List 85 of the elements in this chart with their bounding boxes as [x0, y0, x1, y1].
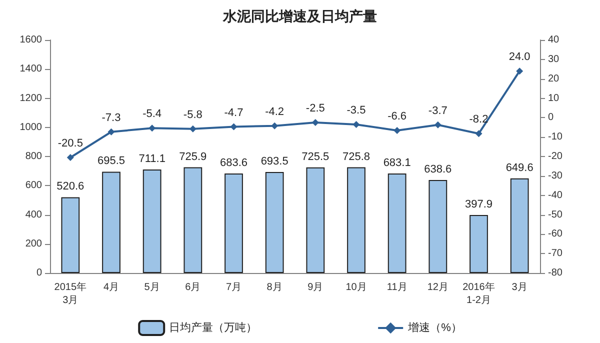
x-tick-label: 2016年 1-2月	[462, 281, 495, 306]
data-label: 725.8	[342, 150, 370, 163]
y2-tick-label: -70	[548, 248, 563, 260]
data-label: 638.6	[424, 164, 452, 176]
x-tick-label: 6月	[185, 282, 201, 293]
bar	[142, 169, 162, 273]
y2-tick-label: 20	[548, 73, 560, 84]
y2-tick-label: 40	[548, 34, 560, 46]
point	[434, 121, 442, 128]
data-label: 695.5	[97, 155, 126, 168]
x-tick-label: 3月	[512, 282, 528, 293]
x-tick-label: 5月	[144, 282, 160, 293]
point	[271, 122, 278, 130]
data-label: 693.5	[260, 156, 288, 168]
bar	[428, 180, 448, 273]
data-label: 683.1	[383, 157, 411, 170]
bar	[306, 167, 325, 273]
y-tick-label: 200	[25, 238, 42, 250]
x-tick-label: 9月	[308, 282, 324, 293]
y-tick-label: 600	[25, 180, 42, 192]
bar	[102, 172, 120, 273]
data-label: -5.4	[142, 108, 162, 120]
y2-tick-label: -80	[548, 268, 563, 278]
point	[352, 120, 360, 128]
x-tick-label: 2015年 3月	[54, 281, 87, 306]
point	[66, 154, 74, 161]
y2-tick-label: -60	[548, 228, 563, 240]
x-tick-label: 11月	[386, 282, 408, 293]
point	[394, 126, 401, 134]
data-label: 520.6	[56, 180, 84, 193]
data-label: 725.9	[179, 150, 207, 163]
y2-tick-label: -40	[548, 190, 563, 201]
x-tick-label: 10月	[346, 282, 367, 293]
y2-tick-label: 30	[548, 54, 560, 65]
data-label: -8.2	[469, 114, 488, 126]
y-tick-label: 400	[25, 209, 42, 220]
bar	[388, 174, 406, 273]
y-tick-label: 1400	[20, 64, 42, 75]
y-tick-label: 1600	[20, 34, 42, 46]
bar	[510, 178, 529, 273]
y2-tick-label: -50	[548, 209, 563, 220]
bar	[265, 172, 284, 273]
data-label: -20.5	[58, 137, 83, 150]
point	[475, 130, 482, 138]
data-label: -6.6	[388, 110, 407, 122]
bar	[347, 167, 366, 273]
data-label: 683.6	[220, 156, 248, 169]
y-tick-label: 0	[36, 268, 42, 278]
bar	[61, 197, 80, 273]
x-tick-label: 7月	[226, 282, 242, 293]
point	[108, 128, 115, 136]
bar	[470, 215, 488, 273]
data-label: -7.3	[102, 112, 121, 124]
data-label: 24.0	[508, 51, 530, 64]
data-label: -5.8	[183, 108, 202, 121]
data-label: -3.5	[346, 104, 366, 116]
y-tick-label: 1000	[20, 122, 42, 133]
y2-tick-label: 10	[548, 92, 560, 104]
data-label: -4.2	[265, 106, 284, 118]
bar	[184, 167, 202, 273]
point	[148, 124, 156, 132]
data-label: 649.6	[506, 162, 534, 174]
bar	[224, 173, 243, 273]
point	[230, 123, 238, 130]
x-tick-label: 12月	[427, 282, 448, 293]
point	[312, 119, 319, 126]
x-tick-label: 4月	[103, 282, 120, 293]
legend-label: 日均产量（万吨）	[169, 321, 258, 334]
data-label: -2.5	[306, 102, 325, 115]
chart-title: 水泥同比增速及日均产量	[222, 8, 377, 24]
data-label: 711.1	[138, 152, 166, 165]
y-tick-label: 1200	[20, 92, 42, 104]
data-label: -4.7	[224, 106, 244, 119]
data-label: 397.9	[464, 198, 493, 211]
data-label: -3.7	[428, 104, 448, 117]
legend-label: 增速（%）	[407, 321, 462, 334]
x-tick-label: 8月	[266, 282, 282, 293]
y2-tick-label: -30	[548, 170, 563, 182]
y2-tick-label: -10	[548, 132, 563, 143]
point	[189, 125, 196, 132]
point	[516, 68, 524, 75]
data-label: 725.5	[302, 150, 330, 163]
y2-tick-label: -20	[548, 151, 563, 162]
y2-tick-label: 0	[548, 112, 554, 124]
y-tick-label: 800	[25, 151, 42, 162]
